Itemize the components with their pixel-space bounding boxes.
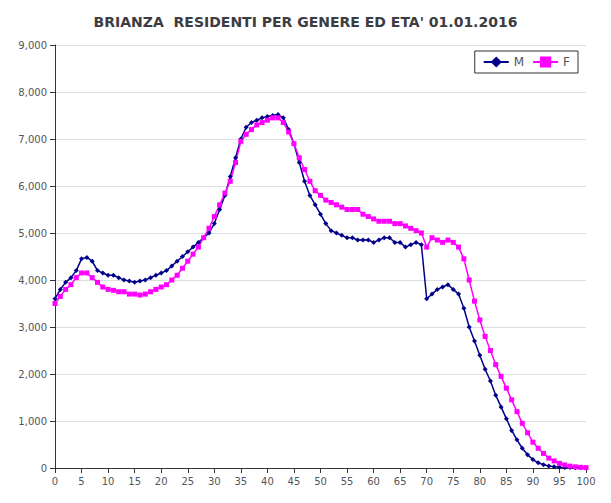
svg-text:50: 50 [314,476,327,487]
svg-text:BRIANZA RESIDENTI PER GENERE: BRIANZA RESIDENTI PER GENERE ED ETA' 01.… [94,14,518,30]
svg-text:75: 75 [447,476,460,487]
svg-text:80: 80 [473,476,486,487]
svg-text:6,000: 6,000 [18,181,47,192]
svg-text:20: 20 [155,476,168,487]
svg-text:15: 15 [128,476,141,487]
svg-text:10: 10 [102,476,115,487]
svg-text:40: 40 [261,476,274,487]
svg-text:4,000: 4,000 [18,275,47,286]
svg-text:90: 90 [527,476,540,487]
svg-text:9,000: 9,000 [18,40,47,51]
svg-text:35: 35 [234,476,247,487]
svg-text:5,000: 5,000 [18,228,47,239]
svg-text:30: 30 [208,476,221,487]
svg-text:100: 100 [576,476,595,487]
svg-text:60: 60 [367,476,380,487]
svg-text:5: 5 [78,476,84,487]
svg-text:70: 70 [420,476,433,487]
svg-text:0: 0 [41,463,47,474]
svg-text:95: 95 [553,476,566,487]
svg-text:0: 0 [52,476,58,487]
svg-text:85: 85 [500,476,513,487]
svg-text:1,000: 1,000 [18,416,47,427]
svg-text:45: 45 [288,476,301,487]
svg-text:7,000: 7,000 [18,134,47,145]
svg-text:3,000: 3,000 [18,322,47,333]
svg-text:65: 65 [394,476,407,487]
svg-text:55: 55 [341,476,354,487]
svg-text:2,000: 2,000 [18,369,47,380]
svg-text:25: 25 [181,476,194,487]
svg-text:F: F [563,55,570,69]
svg-text:8,000: 8,000 [18,87,47,98]
svg-text:M: M [514,55,524,69]
